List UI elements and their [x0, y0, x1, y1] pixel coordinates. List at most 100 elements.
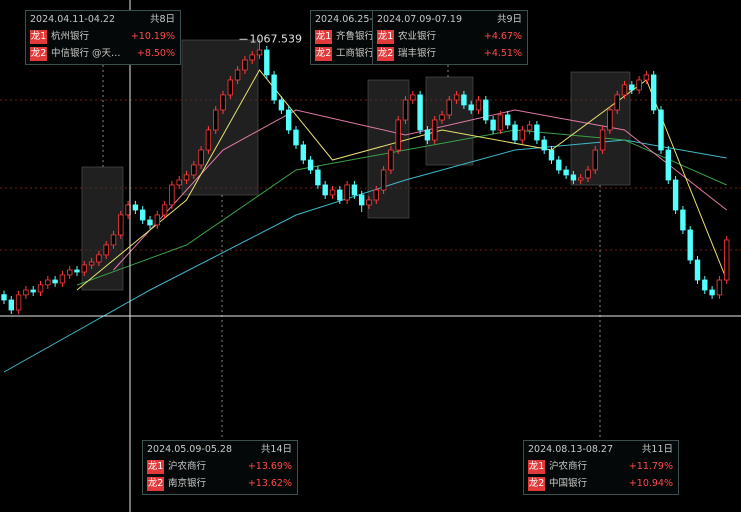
candle-body — [475, 99, 482, 111]
candle-body — [380, 169, 387, 191]
stock-name: 瑞丰银行 — [398, 48, 437, 59]
stock-name: 沪农商行 — [549, 461, 588, 472]
rank-badge: 龙2 — [147, 477, 164, 491]
stock-name: 农业银行 — [398, 31, 437, 42]
stock-change: +13.69% — [247, 461, 292, 472]
box-header: 2024.05.09-05.28 共14日 — [143, 441, 297, 458]
candle-body — [329, 189, 336, 196]
period-days: 共9日 — [496, 14, 522, 25]
candle-body — [81, 264, 87, 273]
candle-body — [59, 274, 66, 284]
period-date: 2024.05.09-05.28 — [147, 444, 233, 455]
stock-name: 齐鲁银行 — [336, 31, 375, 42]
candle-body — [198, 149, 204, 166]
candle-body — [234, 69, 241, 81]
candle-body — [636, 79, 642, 91]
candle-body — [651, 74, 657, 111]
candle-body — [417, 94, 423, 131]
candle-body — [264, 49, 270, 76]
candle-body — [88, 261, 95, 266]
rank-badge: 龙1 — [30, 30, 47, 44]
period-days: 共14日 — [260, 444, 292, 455]
candle-body — [74, 269, 80, 273]
candle-body — [256, 49, 263, 56]
candle-body — [103, 244, 109, 256]
stock-change: +10.94% — [628, 478, 673, 489]
stock-change: +8.50% — [136, 48, 175, 59]
candle-body — [37, 284, 44, 293]
candle-body — [315, 169, 321, 186]
candle-body — [585, 169, 591, 179]
stock-name: 工商银行 — [336, 48, 375, 59]
rank-badge: 龙2 — [528, 477, 545, 491]
stock-change: +10.19% — [130, 31, 175, 42]
candle-body — [526, 124, 533, 131]
candle-body — [687, 229, 693, 261]
leader-row: 龙2 中信银行 @天… +8.50% — [26, 45, 180, 62]
candle-body — [373, 189, 379, 201]
box-header: 2024.04.11-04.22 共8日 — [26, 11, 180, 28]
stock-name: 杭州银行 — [51, 31, 90, 42]
period-date: 2024.08.13-08.27 — [528, 444, 614, 455]
candle-body — [388, 149, 394, 171]
candle-body — [30, 289, 36, 293]
leader-row: 龙1 齐鲁银行 — [311, 28, 465, 45]
stock-name: 南京银行 — [168, 478, 207, 489]
period-box: 2024.04.11-04.22 共8日龙1 杭州银行 +10.19% 龙2 中信银行 @… — [25, 10, 181, 65]
candle-body — [1, 294, 7, 301]
stock-change: +11.79% — [628, 461, 673, 472]
candle-body — [271, 74, 277, 101]
stock-name: 中国银行 — [549, 478, 588, 489]
candle-body — [154, 214, 160, 226]
candle-body — [512, 124, 518, 141]
period-date: 2024.04.11-04.22 — [30, 14, 116, 25]
candle-body — [439, 114, 445, 121]
candle-body — [344, 184, 350, 201]
leader-row: 龙1 杭州银行 +10.19% — [26, 28, 180, 45]
candle-body — [285, 109, 292, 131]
candle-body — [483, 99, 489, 121]
candle-body — [621, 84, 628, 96]
rank-badge: 龙1 — [528, 460, 545, 474]
stock-change: +4.67% — [483, 31, 522, 42]
candle-body — [709, 289, 715, 296]
candle-body — [351, 184, 358, 196]
candle-body — [570, 174, 577, 181]
leader-row: 龙2 南京银行 +13.62% — [143, 475, 297, 492]
candle-body — [132, 204, 139, 211]
candle-body — [504, 114, 511, 126]
candle-body — [300, 144, 306, 161]
candle-body — [220, 94, 226, 111]
candle-body — [358, 194, 365, 206]
candle-body — [534, 124, 540, 141]
candle-body — [169, 184, 175, 206]
candle-body — [212, 109, 219, 131]
leader-row: 龙2 工商银行 — [311, 45, 465, 62]
candle-body — [556, 159, 562, 171]
candle-body — [307, 159, 314, 171]
stock-change: +13.62% — [247, 478, 292, 489]
stock-name: 沪农商行 — [168, 461, 207, 472]
candle-body — [446, 99, 452, 116]
candle-body — [424, 129, 431, 141]
candle-body — [497, 114, 504, 131]
candle-body — [322, 184, 328, 196]
leader-row: 龙1 沪农商行 +13.69% — [143, 458, 297, 475]
candle-body — [607, 109, 613, 131]
period-days: 共8日 — [149, 14, 175, 25]
candle-body — [592, 149, 598, 171]
candle-body — [161, 204, 168, 216]
candle-body — [366, 199, 372, 206]
period-highlight — [81, 166, 124, 291]
candle-body — [395, 119, 401, 151]
rank-badge: 龙2 — [30, 47, 47, 61]
candle-body — [665, 149, 671, 181]
period-days: 共11日 — [641, 444, 673, 455]
candle-body — [242, 59, 248, 71]
period-box: 2024.07.09-07.19 共9日 龙1 农业银行 +4.67% 龙2 瑞丰银行 +4.… — [372, 10, 528, 65]
candle-body — [23, 289, 29, 296]
stock-change: +4.51% — [483, 48, 522, 59]
stock-name: 中信银行 @天… — [51, 48, 121, 59]
